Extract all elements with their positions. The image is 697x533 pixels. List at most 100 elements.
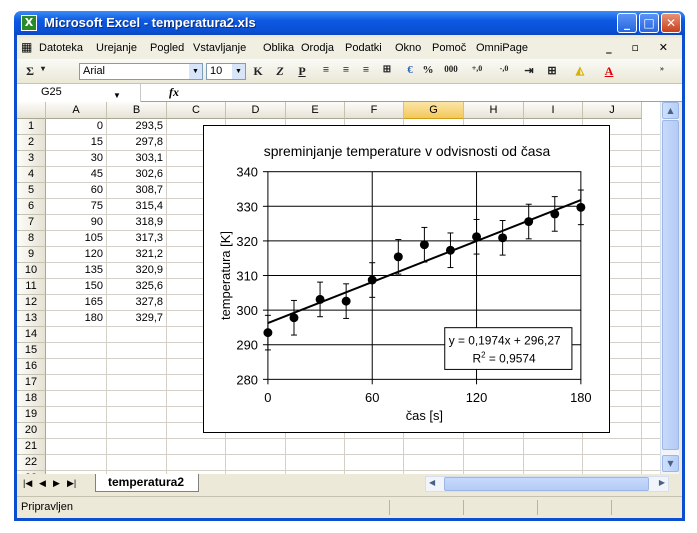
cell-a6[interactable]: 75 <box>90 200 103 212</box>
cell-b7[interactable]: 318,9 <box>135 216 163 228</box>
horizontal-scroll-thumb[interactable] <box>444 477 649 491</box>
indent-icon[interactable]: ⇥ <box>524 65 534 77</box>
align-right-icon[interactable]: ≡ <box>362 64 370 76</box>
prev-sheet-icon[interactable]: ◀ <box>39 478 46 488</box>
workbook-icon[interactable]: ▦ <box>21 40 33 54</box>
row-header-8[interactable]: 8 <box>17 231 46 247</box>
column-header-a[interactable]: A <box>46 102 107 119</box>
row-header-7[interactable]: 7 <box>17 215 46 231</box>
sheet-tab-temperatura2[interactable]: temperatura2 <box>95 474 199 492</box>
menu-oblika[interactable]: Oblika <box>263 42 295 54</box>
fill-color-icon[interactable]: ◭ <box>575 65 585 77</box>
cell-a5[interactable]: 60 <box>90 184 103 196</box>
row-header-13[interactable]: 13 <box>17 311 46 327</box>
autosum-button[interactable]: Σ <box>26 64 34 78</box>
font-size-select[interactable]: 10 ▼ <box>206 63 246 80</box>
font-name-select[interactable]: Arial ▼ <box>79 63 203 80</box>
menu-podatki[interactable]: Podatki <box>345 42 382 54</box>
cell-b4[interactable]: 302,6 <box>135 168 163 180</box>
cell-a7[interactable]: 90 <box>90 216 103 228</box>
row-header-16[interactable]: 16 <box>17 359 46 375</box>
cell-b11[interactable]: 325,6 <box>135 280 163 292</box>
scroll-down-icon[interactable]: ▼ <box>662 455 679 472</box>
menu-okno[interactable]: Okno <box>395 42 422 54</box>
cell-a12[interactable]: 165 <box>84 296 103 308</box>
cell-b10[interactable]: 320,9 <box>135 264 163 276</box>
chart[interactable]: 280 290 300 310 320 330 340 0 60 120 180 spreminjan… <box>203 125 610 433</box>
row-header-10[interactable]: 10 <box>17 263 46 279</box>
scroll-right-icon[interactable]: ▶ <box>658 478 665 487</box>
horizontal-scrollbar[interactable]: ◀ ▶ <box>425 476 669 492</box>
menu-urejanje[interactable]: Urejanje <box>96 42 137 54</box>
column-header-c[interactable]: C <box>167 102 226 119</box>
thousands-button[interactable]: 000 <box>444 64 458 74</box>
row-header-2[interactable]: 2 <box>17 135 46 151</box>
cell-b12[interactable]: 327,8 <box>135 296 163 308</box>
font-color-icon[interactable]: A <box>604 64 614 78</box>
cell-a9[interactable]: 120 <box>84 248 103 260</box>
cell-a11[interactable]: 150 <box>84 280 103 292</box>
column-header-j[interactable]: J <box>583 102 642 119</box>
column-header-g[interactable]: G <box>404 102 464 119</box>
maximize-button[interactable]: □ <box>639 13 659 33</box>
row-header-15[interactable]: 15 <box>17 343 46 359</box>
excel-icon[interactable]: X <box>21 15 37 31</box>
menu-pomoc[interactable]: Pomoč <box>432 42 467 54</box>
italic-button[interactable]: Z <box>276 64 284 78</box>
cell-b13[interactable]: 329,7 <box>135 312 163 324</box>
row-header-9[interactable]: 9 <box>17 247 46 263</box>
row-header-6[interactable]: 6 <box>17 199 46 215</box>
cell-b3[interactable]: 303,1 <box>135 152 163 164</box>
row-header-17[interactable]: 17 <box>17 375 46 391</box>
cell-b9[interactable]: 321,2 <box>135 248 163 260</box>
cell-a4[interactable]: 45 <box>90 168 103 180</box>
column-header-e[interactable]: E <box>286 102 345 119</box>
bold-button[interactable]: K <box>253 64 263 78</box>
cell-a3[interactable]: 30 <box>90 152 103 164</box>
name-box[interactable]: G25 ▼ <box>17 84 141 102</box>
close-button[interactable]: ✕ <box>661 13 681 33</box>
cell-a8[interactable]: 105 <box>84 232 103 244</box>
cell-b6[interactable]: 315,4 <box>135 200 163 212</box>
row-header-4[interactable]: 4 <box>17 167 46 183</box>
cell-b2[interactable]: 297,8 <box>135 136 163 148</box>
menu-orodja[interactable]: Orodja <box>301 42 335 54</box>
insert-function-icon[interactable]: fx <box>169 85 179 99</box>
next-sheet-icon[interactable]: ▶ <box>53 478 60 488</box>
last-sheet-icon[interactable]: ▶| <box>67 478 77 488</box>
chevron-down-icon[interactable]: ▼ <box>232 64 245 79</box>
euro-icon[interactable]: € <box>407 64 413 76</box>
merge-center-icon[interactable]: ⊞ <box>382 64 392 75</box>
cell-b8[interactable]: 317,3 <box>135 232 163 244</box>
column-header-d[interactable]: D <box>226 102 286 119</box>
select-all-corner[interactable] <box>17 102 46 119</box>
chevron-down-icon[interactable]: ▼ <box>189 64 202 79</box>
menu-datoteka[interactable]: Datoteka <box>39 42 84 54</box>
percent-button[interactable]: % <box>422 64 434 76</box>
borders-icon[interactable]: ⊞ <box>547 65 557 77</box>
cell-a13[interactable]: 180 <box>84 312 103 324</box>
row-header-18[interactable]: 18 <box>17 391 46 407</box>
decrease-decimal-button[interactable]: -,0 <box>499 64 509 73</box>
scroll-up-icon[interactable]: ▲ <box>662 102 679 119</box>
increase-decimal-button[interactable]: +,0 <box>471 64 483 73</box>
toolbar-options-icon[interactable]: » <box>660 64 664 73</box>
align-left-icon[interactable]: ≡ <box>322 64 330 76</box>
row-header-5[interactable]: 5 <box>17 183 46 199</box>
menu-vstavljanje[interactable]: Vstavljanje <box>193 42 247 54</box>
vertical-scrollbar[interactable]: ▲ ▼ <box>660 102 679 474</box>
title-bar[interactable]: X Microsoft Excel - temperatura2.xls _ □… <box>14 11 685 35</box>
chevron-down-icon[interactable]: ▼ <box>113 91 121 100</box>
row-header-22[interactable]: 22 <box>17 455 46 471</box>
row-header-19[interactable]: 19 <box>17 407 46 423</box>
column-header-b[interactable]: B <box>107 102 167 119</box>
row-header-14[interactable]: 14 <box>17 327 46 343</box>
column-header-f[interactable]: F <box>345 102 404 119</box>
vertical-scroll-thumb[interactable] <box>662 120 679 450</box>
menu-omnipage[interactable]: OmniPage <box>476 42 528 54</box>
row-header-3[interactable]: 3 <box>17 151 46 167</box>
underline-button[interactable]: P <box>298 64 306 78</box>
cell-a1[interactable]: 0 <box>96 120 103 132</box>
cell-a2[interactable]: 15 <box>90 136 103 148</box>
cell-b5[interactable]: 308,7 <box>135 184 163 196</box>
